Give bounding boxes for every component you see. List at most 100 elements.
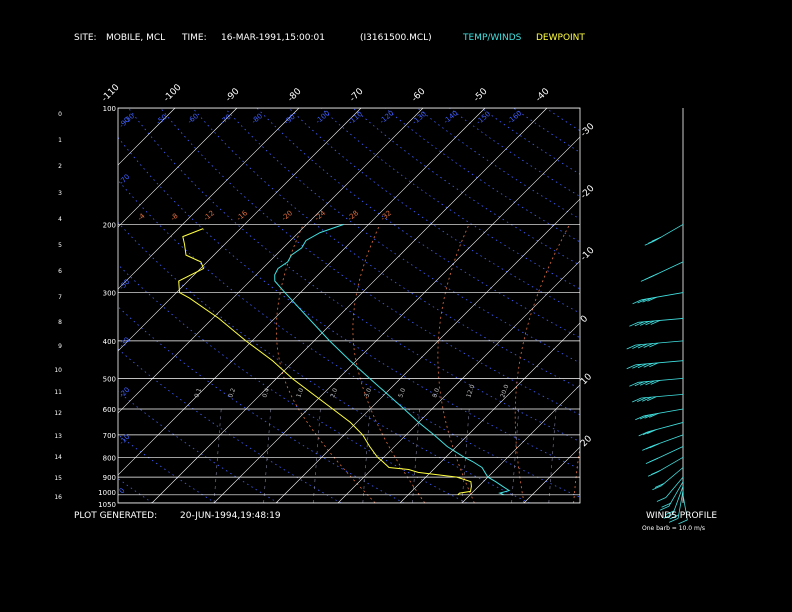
dry-adiabat-label: -140 bbox=[442, 109, 459, 125]
height-tick-label: 5 bbox=[58, 242, 62, 249]
dry-adiabat-line bbox=[513, 108, 580, 153]
mixing-ratio-label: 0.2 bbox=[227, 387, 237, 399]
isotherm-line bbox=[710, 108, 792, 503]
wind-barb-flag bbox=[649, 457, 659, 463]
wind-barb-flag bbox=[669, 514, 679, 520]
isotherm-label: -70 bbox=[348, 86, 366, 104]
wind-barb-flag bbox=[678, 519, 688, 525]
height-tick-label: 10 bbox=[54, 367, 62, 374]
moist-adiabat-label: -28 bbox=[346, 209, 360, 222]
moist-adiabat-label: -4 bbox=[136, 212, 147, 223]
moist-adiabat-label: -24 bbox=[313, 209, 327, 223]
wind-barb-flag bbox=[648, 238, 658, 244]
height-tick-label: 7 bbox=[58, 294, 62, 301]
wind-barb bbox=[641, 292, 684, 301]
wind-barb-flag bbox=[651, 236, 661, 242]
dry-adiabat-line bbox=[577, 108, 580, 110]
wind-barb-flag bbox=[652, 485, 662, 491]
moist-adiabat-line bbox=[276, 224, 376, 503]
mixing-ratio-line bbox=[461, 408, 470, 503]
wind-barb-flag bbox=[637, 298, 647, 304]
dry-adiabat-label: -50 bbox=[118, 278, 132, 292]
mixing-ratio-label: 0.4 bbox=[261, 387, 271, 399]
wind-barb-flag bbox=[634, 381, 644, 387]
moist-adiabat-label: -8 bbox=[169, 212, 179, 223]
dry-adiabat-label: -50 bbox=[155, 113, 169, 126]
wind-barb bbox=[644, 408, 684, 417]
dry-adiabat-line bbox=[128, 108, 580, 442]
wind-barb-flag bbox=[637, 397, 647, 402]
isotherm-line bbox=[461, 384, 580, 503]
mixing-ratio-line bbox=[548, 408, 557, 503]
barb-note: One barb = 10.0 m/s bbox=[642, 525, 705, 532]
wind-barb-flag bbox=[647, 429, 657, 434]
isotherm-label: -90 bbox=[224, 86, 242, 104]
isotherm-line bbox=[118, 108, 238, 228]
moist-adiabat-line bbox=[352, 224, 426, 503]
dry-adiabat-label: -100 bbox=[314, 109, 331, 125]
plot-area bbox=[0, 108, 792, 503]
dry-adiabat-label: -130 bbox=[411, 110, 428, 126]
mixing-ratio-label: 5.0 bbox=[397, 387, 407, 399]
wind-barb-flag bbox=[644, 240, 654, 246]
pressure-tick-label: 200 bbox=[103, 221, 116, 229]
wind-barb-flag bbox=[626, 344, 636, 350]
wind-barb bbox=[641, 393, 684, 399]
pressure-tick-label: 600 bbox=[103, 406, 116, 414]
isotherm-line bbox=[399, 322, 580, 503]
wind-barb-flag bbox=[645, 320, 655, 326]
wind-barb bbox=[668, 481, 684, 507]
wind-barb-flag bbox=[649, 413, 659, 418]
pressure-tick-label: 500 bbox=[103, 375, 116, 383]
dry-adiabat-line bbox=[0, 108, 27, 503]
height-tick-label: 14 bbox=[54, 454, 62, 461]
dry-adiabat-line bbox=[610, 108, 792, 503]
moist-adiabat-label: -20 bbox=[280, 209, 294, 222]
dry-adiabat-line bbox=[118, 478, 153, 503]
site-label: SITE: bbox=[74, 33, 97, 43]
wind-barb bbox=[661, 467, 684, 487]
isotherm-line bbox=[337, 260, 580, 503]
dry-adiabat-label: -80 bbox=[250, 112, 264, 125]
wind-barb-flag bbox=[635, 415, 645, 421]
wind-barb-flag bbox=[632, 299, 642, 305]
isotherm-label: -40 bbox=[534, 86, 552, 104]
wind-barb-flag bbox=[642, 430, 653, 436]
wind-barb-flag bbox=[629, 381, 639, 387]
wind-barb-flag bbox=[643, 362, 653, 368]
dry-adiabat-label: -30 bbox=[118, 336, 132, 350]
wind-barb-flag bbox=[645, 380, 655, 386]
wind-barb-flag bbox=[654, 483, 665, 488]
isotherm-label: 20 bbox=[579, 434, 594, 449]
dry-adiabat-line bbox=[642, 108, 792, 503]
time-label: TIME: bbox=[182, 33, 207, 43]
wind-barb-flag bbox=[648, 273, 659, 278]
pressure-tick-label: 300 bbox=[103, 290, 116, 298]
mixing-ratio-line bbox=[412, 408, 420, 503]
isotherm-label: -110 bbox=[100, 82, 122, 104]
wind-barb-flag bbox=[650, 380, 660, 385]
wind-barb-flag bbox=[626, 364, 636, 370]
dry-adiabat-line bbox=[352, 108, 580, 266]
wind-barb-flag bbox=[639, 414, 650, 420]
wind-barb bbox=[656, 456, 684, 473]
moist-adiabat-line bbox=[514, 224, 571, 503]
legend-temp: TEMP/WINDS bbox=[463, 33, 522, 43]
dry-adiabat-label: -20 bbox=[118, 386, 132, 400]
isotherm-line bbox=[648, 108, 792, 503]
wind-barb-flag bbox=[632, 397, 642, 403]
isotherm-label: 10 bbox=[579, 372, 594, 387]
file-value: (I3161500.MCL) bbox=[360, 33, 432, 43]
dry-adiabat-label: -120 bbox=[378, 109, 395, 125]
isotherm-label: -30 bbox=[579, 121, 597, 139]
height-tick-label: 1 bbox=[58, 137, 62, 144]
plot-generated-value: 20-JUN-1994,19:48:19 bbox=[180, 511, 281, 521]
wind-barb-flag bbox=[643, 343, 653, 348]
pressure-tick-label: 800 bbox=[103, 454, 116, 462]
isotherm-line bbox=[118, 108, 300, 290]
dry-adiabat-label: -150 bbox=[475, 110, 492, 126]
dry-adiabat-line bbox=[118, 391, 279, 503]
time-value: 16-MAR-1991,15:00:01 bbox=[221, 33, 325, 43]
wind-barb-flag bbox=[644, 413, 654, 419]
dewpoint-profile bbox=[178, 228, 472, 496]
